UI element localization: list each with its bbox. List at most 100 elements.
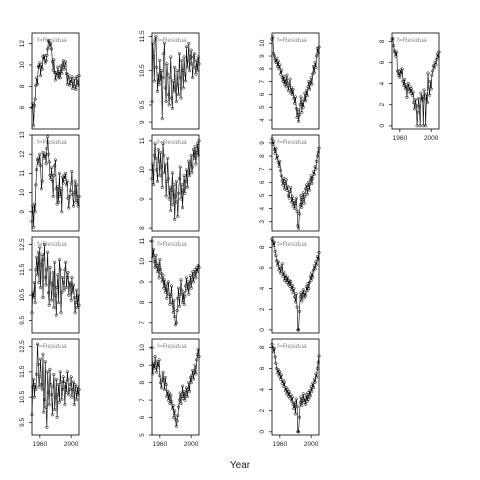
data-point [46,38,51,43]
data-point [69,375,73,379]
data-point [282,278,287,282]
data-point [425,101,429,105]
data-point [159,150,163,155]
data-point [55,415,59,419]
data-point [32,377,36,381]
data-point [189,286,193,290]
data-point [394,54,398,58]
data-point [41,150,45,154]
data-point [35,342,40,346]
data-point [308,178,312,182]
data-point [181,86,185,90]
data-point [310,390,314,394]
data-point [273,151,277,155]
panel-c3r1: 4 5 6 7 8 9 10: f=Residua [259,32,321,130]
data-point [71,86,75,91]
data-point [197,139,201,143]
data-point [187,159,191,163]
data-point [181,396,185,400]
data-point [281,183,285,187]
data-point [178,76,182,80]
data-point [304,402,308,406]
data-point [48,265,52,269]
y-tick-label: 6 [259,180,266,184]
data-point [315,255,319,259]
data-point [436,55,440,59]
data-point [184,168,189,172]
data-point [46,152,51,156]
data-point [307,287,311,291]
data-point [39,357,43,361]
data-point [276,368,280,372]
data-point [72,191,76,195]
data-point [417,96,421,100]
data-point [175,308,179,313]
data-point [303,396,307,400]
data-point [68,78,72,82]
data-point [304,393,309,397]
data-point [60,291,64,295]
data-point [175,69,179,73]
y-tick-label: 6 [259,366,266,370]
data-point [274,146,278,150]
data-point [395,50,399,54]
data-point [64,285,69,290]
data-point [180,395,184,399]
data-point [435,52,439,56]
data-point [33,301,37,305]
data-point [58,76,62,80]
data-point [177,93,181,97]
data-point [160,280,164,284]
data-point [53,164,57,168]
data-point [31,101,35,105]
data-point [304,99,308,103]
data-point [57,69,61,73]
data-point [171,203,175,207]
data-point [429,87,433,91]
data-point [186,58,190,62]
data-point [61,280,65,285]
y-tick-label: 4 [259,206,266,210]
data-point [172,182,176,187]
data-point [183,294,187,298]
data-point [63,177,67,181]
data-point [197,266,201,270]
data-point [162,278,167,282]
data-point [182,389,186,393]
data-point [173,409,177,413]
data-point [68,387,72,392]
data-point [170,106,174,110]
data-point [273,355,277,359]
y-tick-label: 8 [259,345,266,349]
data-point [191,280,196,284]
y-tick-label: 2 [379,103,386,107]
data-point [393,51,397,55]
data-point [283,77,287,81]
data-point [74,301,78,305]
data-point [164,100,168,104]
data-point [184,45,189,49]
y-tick-label: 9 [139,120,146,124]
data-point [190,374,194,378]
data-point [66,73,70,77]
data-point [159,386,163,390]
data-point [164,382,168,386]
data-point [64,171,68,175]
data-point [176,414,180,418]
data-point [64,390,69,394]
data-point [152,259,156,264]
data-point [164,282,168,286]
y-tick-label: 10 [139,344,146,352]
data-point [37,385,41,389]
data-point [291,87,295,91]
data-point [424,124,428,128]
data-point [181,384,185,388]
data-point [300,299,304,303]
data-point [288,396,292,400]
data-point [165,296,169,300]
data-point [67,76,71,80]
y-tick-label: 0 [259,430,266,434]
data-point [412,101,416,105]
data-point [272,240,276,244]
y-tick-label: 7 [259,167,266,171]
